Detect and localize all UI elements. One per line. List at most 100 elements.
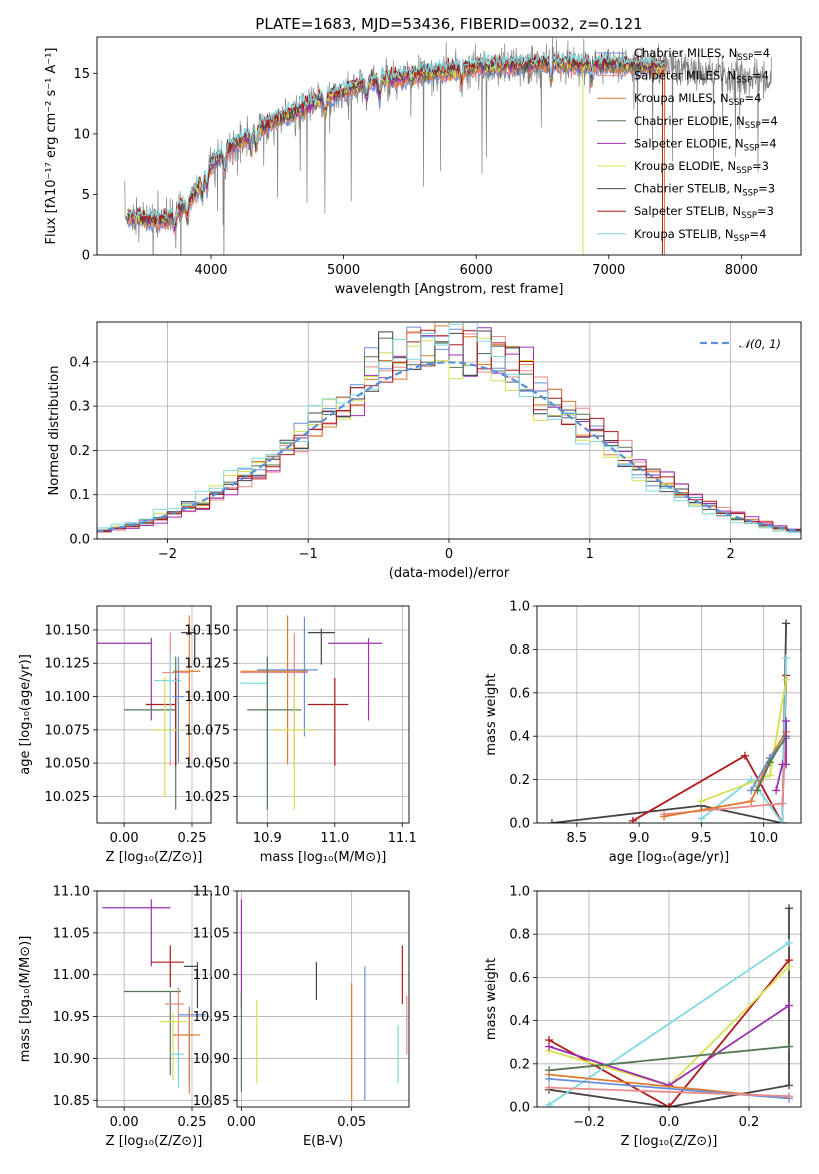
axes-frame <box>96 36 802 256</box>
series-marker <box>785 1001 793 1010</box>
panel-residuals: −2 −1 0 1 2 0.0 0.1 0.2 0.3 0.4 (data-model)/error… <box>47 321 802 581</box>
series-line-chabrier-elodie <box>548 1045 790 1072</box>
errorbars <box>102 899 206 1094</box>
y-tick-label: 10.150 <box>185 623 231 638</box>
legend-entry-n: =4 <box>749 227 766 241</box>
model-line-salpeter-miles <box>127 60 665 237</box>
x-tick-label: 0.00 <box>110 1115 139 1130</box>
series-marker <box>628 816 637 823</box>
series-line-kroupa-stelib <box>700 658 787 823</box>
figure-title: PLATE=1683, MJD=53436, FIBERID=0032, z=0… <box>255 15 642 33</box>
series-marker <box>785 1092 793 1101</box>
series-marker <box>547 819 556 823</box>
series-marker <box>778 819 787 823</box>
series-marker <box>747 797 756 806</box>
errorbar-point <box>151 945 184 988</box>
y-tick-label: 10.90 <box>53 1052 90 1067</box>
y-tick-label: 0.2 <box>509 773 530 788</box>
legend-entry-n: =3 <box>757 204 774 218</box>
y-axis-label: age [log₁₀(age/yr)] <box>18 654 33 775</box>
x-tick-label: 0.00 <box>227 1115 256 1130</box>
legend-entry-n: =4 <box>752 69 769 83</box>
legend-entry-label: Kroupa MILES, NSSP=4 <box>634 91 761 108</box>
errorbars <box>240 899 408 1101</box>
series-marker <box>782 654 791 663</box>
series-marker <box>785 1081 793 1090</box>
series-marker <box>753 786 762 795</box>
legend-entry-label: Kroupa STELIB, NSSP=4 <box>634 227 766 244</box>
errorbars <box>97 615 201 810</box>
series-marker <box>778 799 787 808</box>
legend-entry-n: =3 <box>752 159 769 173</box>
y-tick-label: 10.90 <box>193 1052 230 1067</box>
panel-mass-vs-EBV: 0.00 0.05 10.85 10.90 10.95 11.00 11.05 11.10 E(… <box>193 885 410 1149</box>
y-tick-label: 10.075 <box>45 723 91 738</box>
errorbar-point <box>240 615 308 765</box>
y-tick-label: 0.4 <box>509 730 530 745</box>
y-tick-label: 10.150 <box>45 623 91 638</box>
x-axis-label: Z [log₁₀(Z/Z⊙)] <box>106 1134 203 1149</box>
x-tick-label: 9.5 <box>691 831 712 846</box>
series-line-kroupa-miles <box>663 731 787 818</box>
weight-series <box>545 904 793 1107</box>
y-tick-label: 10.075 <box>185 723 231 738</box>
legend-entry-sub: SSP <box>742 189 758 199</box>
errorbar-point <box>328 637 383 721</box>
y-tick-label: 0.4 <box>509 1014 530 1029</box>
series-marker <box>740 751 749 760</box>
x-axis-label: mass [log₁₀(M/M⊙)] <box>260 850 387 865</box>
series-marker <box>545 1100 553 1107</box>
errorbar-point <box>97 637 152 721</box>
axes-frame <box>96 321 802 540</box>
legend-entry-label: Chabrier ELODIE, NSSP=4 <box>634 114 778 131</box>
errorbar-point <box>124 990 182 1076</box>
y-axis-label: Normed distribution <box>47 366 62 496</box>
axes-frame <box>96 605 212 824</box>
legend-entry-text: Chabrier MILES, N <box>634 46 737 60</box>
y-tick-label: 0.2 <box>69 444 90 459</box>
weight-series <box>547 619 791 823</box>
series-marker <box>665 1103 673 1107</box>
panel-age-vs-Z: 0.00 0.25 10.025 10.050 10.075 10.100 10.125 10… <box>18 605 212 865</box>
y-tick-label: 10.100 <box>45 690 91 705</box>
x-tick-label: 7000 <box>592 263 625 278</box>
x-tick-label: 10.0 <box>749 831 778 846</box>
legend-entry-n: =4 <box>744 91 761 105</box>
legend-entry-label: Salpeter STELIB, NSSP=3 <box>634 204 774 221</box>
y-tick-label: 0.6 <box>509 686 530 701</box>
legend-entry-sub: SSP <box>744 143 760 153</box>
legend-entry-text: Kroupa MILES, N <box>634 91 729 105</box>
x-tick-label: 0.25 <box>178 1115 207 1130</box>
errorbar-point <box>159 1013 187 1081</box>
errorbar-point <box>307 628 335 665</box>
series-marker <box>545 1042 553 1051</box>
series-marker <box>782 675 791 684</box>
series-line-salpeter-miles <box>548 1086 790 1098</box>
series-marker <box>660 812 669 821</box>
errorbar-point <box>154 653 182 761</box>
legend-entry-text: Salpeter MILES, N <box>634 69 736 83</box>
series-marker <box>545 1083 553 1092</box>
series-line-salpeter-stelib <box>632 675 787 823</box>
panel-mass-vs-Z: 0.00 0.25 10.85 10.90 10.95 11.00 11.05 11.10 Z … <box>18 885 212 1149</box>
legend-entry-label: Chabrier STELIB, NSSP=3 <box>634 182 775 199</box>
legend-entry-text: Kroupa ELODIE, N <box>634 159 736 173</box>
series-marker <box>782 619 791 628</box>
series-marker <box>785 938 793 947</box>
series-marker <box>785 904 793 913</box>
x-tick-label: 8.5 <box>567 831 588 846</box>
legend-entry-text: Salpeter STELIB, N <box>634 204 741 218</box>
axes-frame <box>536 890 802 1108</box>
y-tick-label: 11.05 <box>53 926 90 941</box>
y-tick-label: 1.0 <box>509 600 530 615</box>
x-tick-label: 0.25 <box>178 831 207 846</box>
legend-entry-sub: SSP <box>734 234 750 244</box>
y-tick-label: 10 <box>73 127 90 142</box>
errorbar-point <box>170 1050 184 1088</box>
y-tick-label: 0.3 <box>69 400 90 415</box>
errorbar-point <box>247 656 302 810</box>
y-tick-label: 10.050 <box>45 757 91 772</box>
legend-normal-label: 𝒩(0, 1) <box>739 337 781 351</box>
legend-entry-sub: SSP <box>736 76 752 86</box>
